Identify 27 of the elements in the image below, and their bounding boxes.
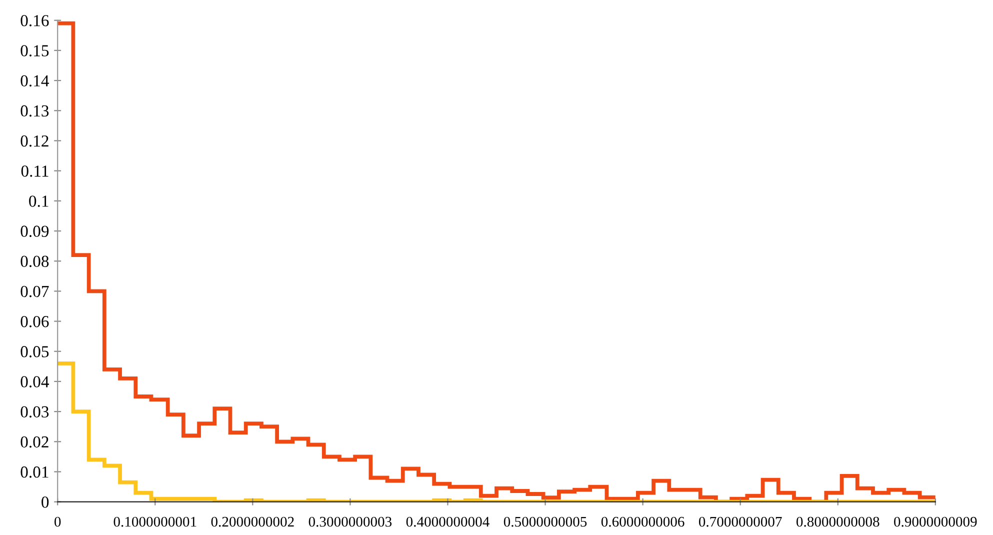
x-tick-label: 0 — [54, 516, 61, 527]
y-tick-label: 0.09 — [20, 226, 49, 238]
x-tick-label: 0.1000000001 — [114, 516, 196, 527]
y-tick-label: 0.14 — [20, 75, 49, 87]
x-tick-label: 0.8000000008 — [796, 516, 880, 527]
y-tick-label: 0.15 — [20, 45, 49, 56]
y-tick-label: 0.08 — [20, 256, 49, 268]
y-tick-label: 0.11 — [21, 166, 48, 177]
y-tick-label: 0.12 — [20, 135, 48, 147]
y-tick-label: 0.04 — [20, 376, 49, 388]
y-tick-label: 0.1 — [29, 196, 48, 207]
y-tick-label: 0.03 — [20, 406, 49, 418]
y-tick-label: 0.07 — [20, 286, 49, 298]
y-tick-label: 0.13 — [20, 105, 49, 117]
y-tick-label: 0.06 — [20, 316, 49, 328]
x-tick-label: 0.3000000003 — [308, 516, 392, 527]
x-tick-label: 0.5000000005 — [504, 516, 587, 527]
y-tick-label: 0.05 — [20, 346, 49, 358]
y-tick-label: 0.01 — [20, 466, 48, 478]
y-tick-label: 0.02 — [20, 436, 48, 448]
x-tick-label: 0.2000000002 — [211, 516, 294, 527]
y-tick-label: 0 — [42, 496, 49, 508]
x-tick-label: 0.9000000009 — [894, 516, 977, 527]
y-tick-label: 0.16 — [20, 15, 49, 26]
x-tick-label: 0.4000000004 — [406, 516, 490, 527]
x-tick-label: 0.6000000006 — [601, 516, 684, 527]
x-tick-label: 0.7000000007 — [698, 516, 782, 527]
